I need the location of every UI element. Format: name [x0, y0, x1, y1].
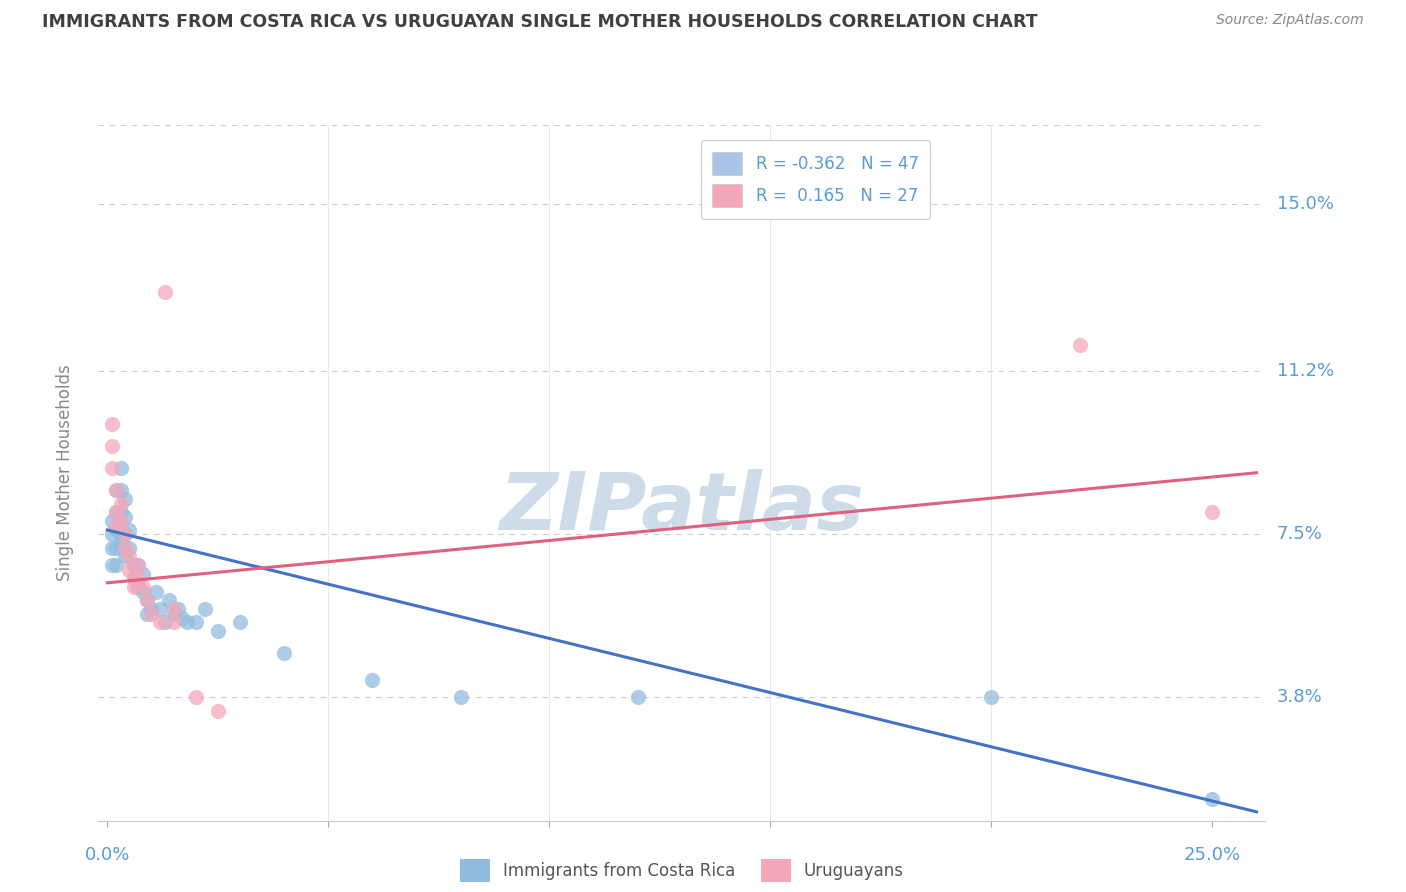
Point: [980, 690, 1002, 705]
Point: [1201, 505, 1223, 519]
Point: [450, 690, 472, 705]
Point: [114, 541, 136, 555]
Point: [105, 483, 128, 498]
Point: [105, 541, 128, 555]
Point: [1201, 791, 1223, 805]
Point: [162, 615, 184, 630]
Point: [149, 602, 172, 616]
Point: [184, 690, 207, 705]
Point: [162, 607, 184, 621]
Point: [114, 492, 136, 507]
Point: [114, 509, 136, 524]
Text: 0.0%: 0.0%: [84, 846, 129, 863]
Point: [1069, 338, 1091, 352]
Point: [110, 505, 132, 519]
Point: [136, 607, 159, 621]
Point: [118, 523, 141, 537]
Point: [105, 505, 128, 519]
Point: [162, 602, 184, 616]
Point: [100, 527, 122, 541]
Point: [131, 584, 153, 599]
Text: 25.0%: 25.0%: [1184, 846, 1241, 863]
Legend: Immigrants from Costa Rica, Uruguayans: Immigrants from Costa Rica, Uruguayans: [453, 852, 911, 888]
Point: [100, 461, 122, 475]
Point: [110, 527, 132, 541]
Point: [131, 580, 153, 594]
Point: [136, 593, 159, 607]
Point: [172, 611, 194, 625]
Point: [114, 549, 136, 564]
Point: [207, 704, 229, 718]
Point: [110, 536, 132, 550]
Point: [153, 615, 176, 630]
Point: [167, 602, 190, 616]
Point: [149, 615, 172, 630]
Point: [627, 690, 650, 705]
Text: 15.0%: 15.0%: [1277, 195, 1333, 213]
Point: [118, 549, 141, 564]
Point: [184, 615, 207, 630]
Text: 3.8%: 3.8%: [1277, 689, 1322, 706]
Point: [105, 483, 128, 498]
Point: [114, 527, 136, 541]
Point: [100, 417, 122, 432]
Point: [361, 673, 384, 687]
Point: [193, 602, 215, 616]
Point: [145, 584, 167, 599]
Point: [100, 439, 122, 453]
Point: [176, 615, 198, 630]
Point: [127, 580, 149, 594]
Point: [100, 514, 122, 528]
Point: [110, 514, 132, 528]
Point: [122, 571, 145, 585]
Point: [127, 558, 149, 573]
Point: [110, 497, 132, 511]
Point: [122, 558, 145, 573]
Text: Source: ZipAtlas.com: Source: ZipAtlas.com: [1216, 13, 1364, 28]
Point: [136, 593, 159, 607]
Point: [229, 615, 252, 630]
Point: [153, 285, 176, 300]
Text: 11.2%: 11.2%: [1277, 362, 1334, 381]
Text: ZIPatlas: ZIPatlas: [499, 468, 865, 547]
Point: [105, 518, 128, 533]
Text: IMMIGRANTS FROM COSTA RICA VS URUGUAYAN SINGLE MOTHER HOUSEHOLDS CORRELATION CHA: IMMIGRANTS FROM COSTA RICA VS URUGUAYAN …: [42, 13, 1038, 31]
Point: [118, 563, 141, 577]
Point: [100, 558, 122, 573]
Point: [127, 558, 149, 573]
Point: [122, 580, 145, 594]
Point: [105, 505, 128, 519]
Point: [141, 602, 163, 616]
Point: [100, 541, 122, 555]
Point: [141, 607, 163, 621]
Point: [157, 593, 180, 607]
Point: [105, 558, 128, 573]
Y-axis label: Single Mother Households: Single Mother Households: [56, 365, 75, 581]
Point: [207, 624, 229, 639]
Point: [127, 571, 149, 585]
Point: [131, 567, 153, 582]
Point: [122, 571, 145, 585]
Point: [110, 461, 132, 475]
Point: [110, 483, 132, 498]
Point: [273, 646, 295, 660]
Point: [114, 527, 136, 541]
Text: 7.5%: 7.5%: [1277, 525, 1323, 543]
Point: [118, 541, 141, 555]
Point: [105, 523, 128, 537]
